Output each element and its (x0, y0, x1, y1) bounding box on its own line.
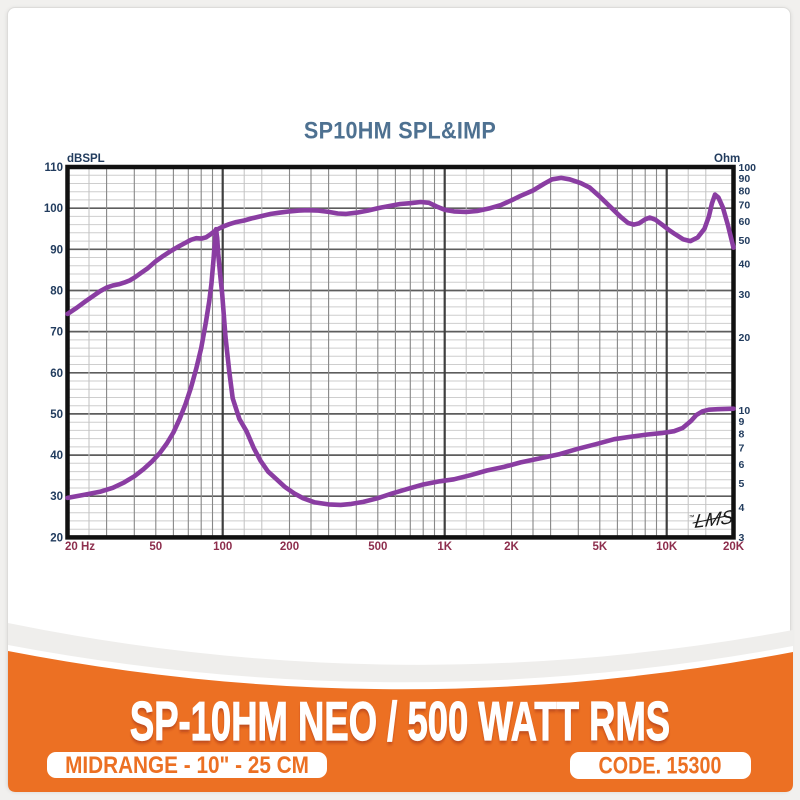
svg-text:MIDRANGE - 10" - 25 CM: MIDRANGE - 10" - 25 CM (65, 752, 309, 779)
svg-text:20 Hz: 20 Hz (65, 541, 95, 553)
svg-text:60: 60 (50, 368, 63, 380)
svg-text:2K: 2K (504, 541, 519, 553)
svg-text:Ohm: Ohm (714, 153, 740, 165)
svg-text:80: 80 (50, 286, 63, 298)
svg-text:30: 30 (739, 289, 751, 301)
svg-text:40: 40 (50, 450, 63, 462)
svg-text:110: 110 (44, 162, 63, 174)
svg-text:50: 50 (149, 541, 162, 553)
svg-text:dBSPL: dBSPL (67, 153, 105, 165)
svg-text:8: 8 (739, 429, 745, 441)
svg-text:SP-10HM NEO / 500 WATT RMS: SP-10HM NEO / 500 WATT RMS (130, 690, 670, 751)
svg-text:10: 10 (739, 405, 751, 417)
svg-text:6: 6 (739, 459, 745, 471)
svg-text:50: 50 (739, 235, 751, 247)
svg-text:80: 80 (739, 185, 751, 197)
svg-text:50: 50 (50, 409, 63, 421)
svg-text:70: 70 (50, 327, 63, 339)
svg-text:5K: 5K (592, 541, 607, 553)
svg-text:100: 100 (44, 203, 63, 215)
svg-text:70: 70 (739, 200, 751, 212)
svg-text:20: 20 (739, 332, 751, 344)
svg-text:90: 90 (50, 244, 63, 256)
svg-text:LMS: LMS (693, 507, 734, 533)
svg-text:™: ™ (688, 514, 695, 522)
svg-text:90: 90 (739, 173, 751, 185)
svg-text:3: 3 (739, 532, 745, 544)
svg-text:100: 100 (213, 541, 232, 553)
svg-text:4: 4 (739, 502, 745, 514)
svg-text:SP-10HM NEO / 500 WATT RMS: SP-10HM NEO / 500 WATT RMS (130, 693, 670, 754)
svg-text:5: 5 (739, 478, 745, 490)
svg-text:9: 9 (739, 416, 745, 428)
svg-text:40: 40 (739, 259, 751, 271)
svg-text:1K: 1K (437, 541, 452, 553)
svg-text:60: 60 (739, 216, 751, 228)
svg-text:SP10HM SPL&IMP: SP10HM SPL&IMP (304, 116, 496, 143)
svg-text:30: 30 (50, 491, 63, 503)
svg-text:20: 20 (50, 532, 63, 544)
svg-text:20K: 20K (723, 541, 745, 553)
svg-text:100: 100 (739, 162, 757, 174)
svg-text:7: 7 (739, 443, 745, 455)
svg-text:500: 500 (368, 541, 387, 553)
svg-text:CODE. 15300: CODE. 15300 (599, 752, 722, 779)
svg-text:200: 200 (280, 541, 299, 553)
svg-text:10K: 10K (656, 541, 678, 553)
